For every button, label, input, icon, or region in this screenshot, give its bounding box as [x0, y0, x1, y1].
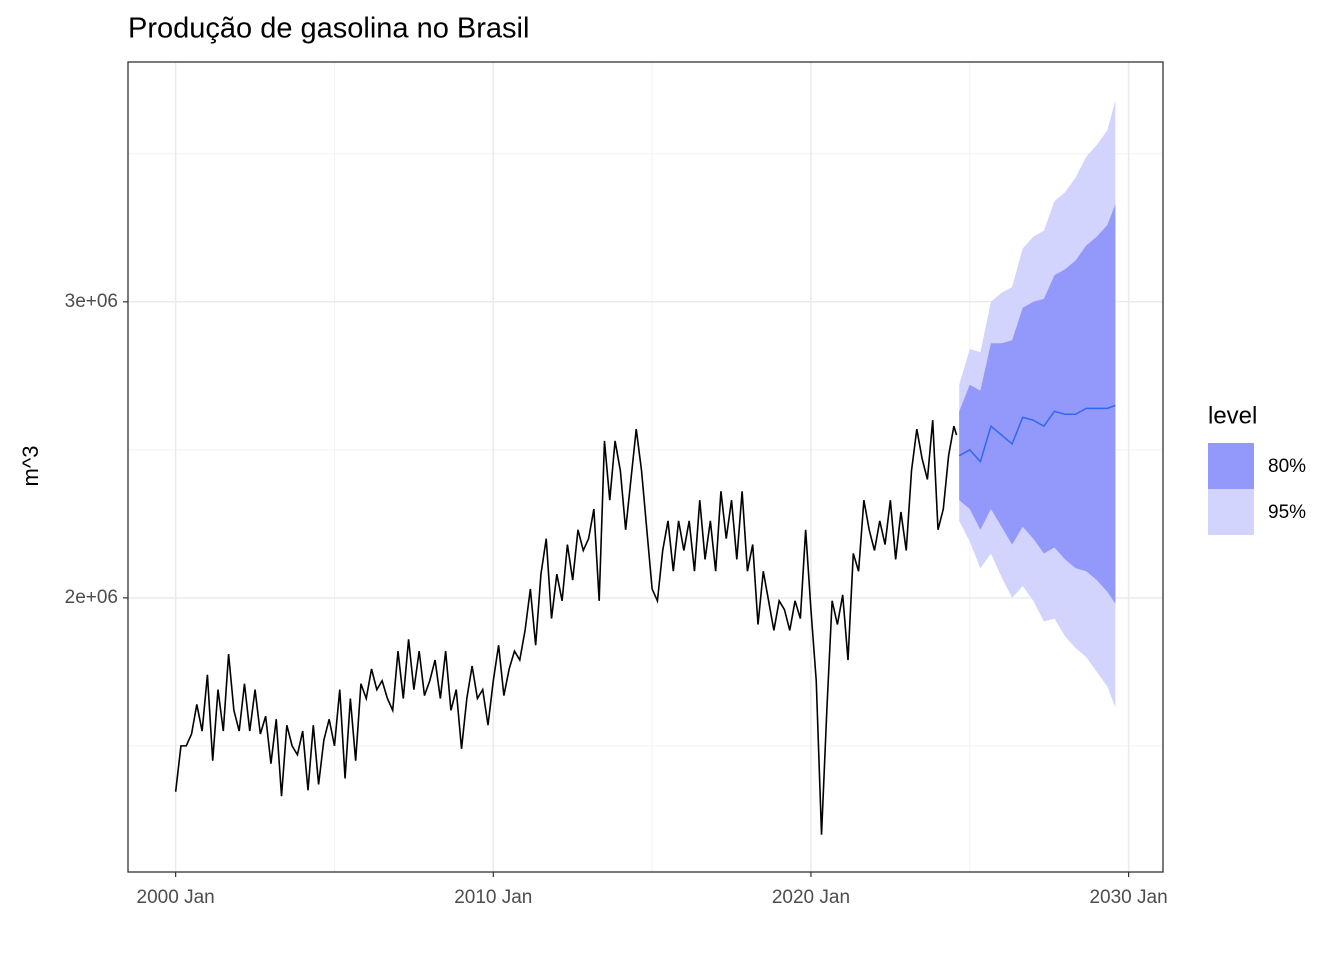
legend-title: level: [1208, 402, 1257, 429]
y-axis-title: m^3: [18, 446, 43, 487]
chart-title: Produção de gasolina no Brasil: [128, 13, 529, 45]
history-line: [174, 420, 958, 835]
legend-swatch: [1208, 443, 1254, 489]
legend-swatch: [1208, 489, 1254, 535]
forecast-line: [958, 404, 1116, 464]
y-tick-label: 3e+06: [65, 291, 118, 312]
legend-label: 80%: [1268, 456, 1306, 477]
x-tick-label: 2030 Jan: [1089, 887, 1167, 908]
y-tick-label: 2e+06: [65, 587, 118, 608]
legend-label: 95%: [1268, 502, 1306, 523]
x-tick-label: 2010 Jan: [454, 887, 532, 908]
band-80: [959, 204, 1116, 604]
x-tick-label: 2020 Jan: [772, 887, 850, 908]
plot-border: [127, 61, 1164, 873]
x-tick-label: 2000 Jan: [137, 887, 215, 908]
